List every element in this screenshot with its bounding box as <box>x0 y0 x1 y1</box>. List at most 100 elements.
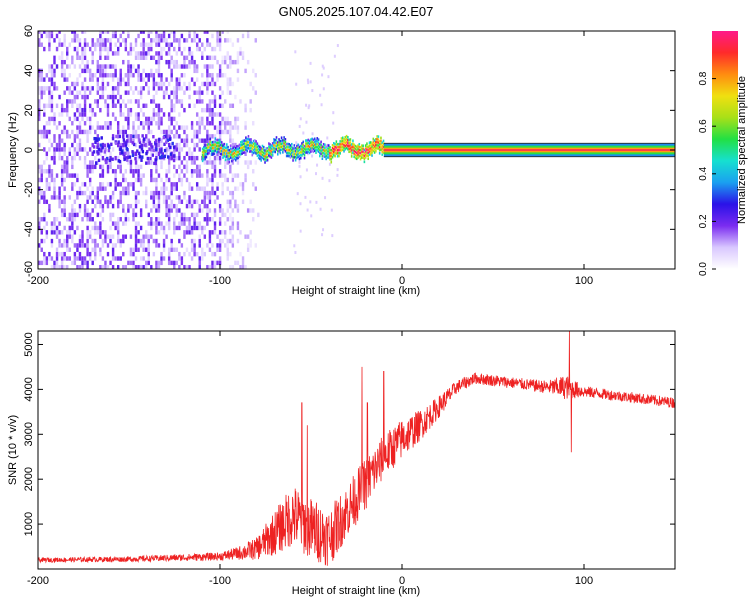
heatmap-cell <box>152 199 156 204</box>
heatmap-cell <box>213 55 217 60</box>
heatmap-cell <box>226 64 229 69</box>
heatmap-cell <box>297 155 299 159</box>
heatmap-cell <box>208 208 212 213</box>
heatmap-cell <box>260 159 263 162</box>
heatmap-cell <box>111 195 115 200</box>
heatmap-cell <box>129 260 133 266</box>
heatmap-cell <box>111 103 115 108</box>
heatmap-cell <box>341 142 344 146</box>
heatmap-cell <box>315 172 318 176</box>
heatmap-cell <box>221 182 224 187</box>
heatmap-cell <box>236 68 240 74</box>
heatmap-cell <box>216 234 219 239</box>
heatmap-cell <box>242 139 245 143</box>
heatmap-cell <box>338 145 340 149</box>
heatmap-cell <box>213 146 215 150</box>
heatmap-cell <box>178 86 181 91</box>
heatmap-cell <box>170 186 173 191</box>
heatmap-cell <box>145 42 148 47</box>
heatmap-cell <box>185 230 189 235</box>
heatmap-cell <box>45 151 49 156</box>
heatmap-cell <box>213 152 215 156</box>
heatmap-cell <box>78 103 82 108</box>
heatmap-cell <box>83 51 87 56</box>
heatmap-cell <box>147 160 150 165</box>
heatmap-cell <box>324 196 327 200</box>
heatmap-cell <box>226 55 229 60</box>
heatmap-cell <box>40 33 43 39</box>
heatmap-cell <box>297 149 299 153</box>
heatmap-cell <box>309 200 312 204</box>
heatmap-cell <box>145 51 148 56</box>
heatmap-cell <box>60 182 64 187</box>
heatmap-cell <box>101 68 105 74</box>
heatmap-cell <box>122 221 125 226</box>
heatmap-cell <box>115 134 118 139</box>
heatmap-cell <box>292 150 294 153</box>
heatmap-cell <box>298 151 301 155</box>
heatmap-cell <box>45 134 49 139</box>
heatmap-cell <box>294 152 297 156</box>
heatmap-cell <box>157 203 161 209</box>
heatmap-cell <box>104 68 107 74</box>
heatmap-cell <box>109 73 112 78</box>
heatmap-cell <box>157 199 161 204</box>
heatmap-cell <box>312 138 315 142</box>
heatmap-cell <box>83 55 87 60</box>
heatmap-cell <box>195 221 199 226</box>
heatmap-cell <box>50 107 54 113</box>
heatmap-cell <box>344 139 347 142</box>
heatmap-cell <box>73 31 77 34</box>
heatmap-cell <box>81 107 84 113</box>
heatmap-cell <box>304 148 307 151</box>
heatmap-cell <box>304 195 307 199</box>
x-tick-label: 100 <box>575 575 593 587</box>
heatmap-cell <box>229 164 232 170</box>
heatmap-cell <box>53 160 56 165</box>
heatmap-cell <box>94 140 97 145</box>
heatmap-cell <box>147 251 150 257</box>
heatmap-cell <box>299 229 302 233</box>
heatmap-cell <box>100 136 103 140</box>
heatmap-cell <box>229 55 232 60</box>
heatmap-cell <box>312 141 315 145</box>
heatmap-cell <box>173 182 176 187</box>
heatmap-cell <box>298 124 301 128</box>
heatmap-cell <box>172 154 176 158</box>
heatmap-cell <box>288 142 291 146</box>
heatmap-cell <box>101 46 105 52</box>
heatmap-cell <box>183 64 186 69</box>
heatmap-cell <box>282 148 284 151</box>
heatmap-cell <box>167 81 171 87</box>
heatmap-cell <box>55 125 59 130</box>
heatmap-cell <box>147 212 150 218</box>
heatmap-cell <box>208 247 212 252</box>
heatmap-cell <box>241 33 245 39</box>
heatmap-cell <box>335 146 338 149</box>
heatmap-cell <box>106 169 110 174</box>
heatmap-cell <box>219 146 222 150</box>
heatmap-cell <box>127 99 130 104</box>
heatmap-cell <box>106 160 110 165</box>
heatmap-cell <box>134 243 138 248</box>
heatmap-cell <box>88 182 92 187</box>
heatmap-cell <box>114 256 117 261</box>
heatmap-cell <box>372 149 375 153</box>
heatmap-cell <box>224 164 227 170</box>
heatmap-cell <box>376 144 378 147</box>
heatmap-cell <box>229 121 232 126</box>
heatmap-cell <box>48 121 51 126</box>
heatmap-cell <box>226 143 228 146</box>
heatmap-cell <box>139 107 143 113</box>
heatmap-cell <box>134 134 138 139</box>
heatmap-cell <box>213 173 217 178</box>
heatmap-cell <box>316 137 319 140</box>
heatmap-cell <box>183 138 186 143</box>
heatmap-cell <box>81 147 84 152</box>
heatmap-cell <box>101 182 105 187</box>
heatmap-cell <box>99 68 102 74</box>
heatmap-cell <box>266 158 269 162</box>
heatmap-cell <box>124 265 128 269</box>
heatmap-cell <box>250 138 252 141</box>
heatmap-cell <box>73 46 77 52</box>
